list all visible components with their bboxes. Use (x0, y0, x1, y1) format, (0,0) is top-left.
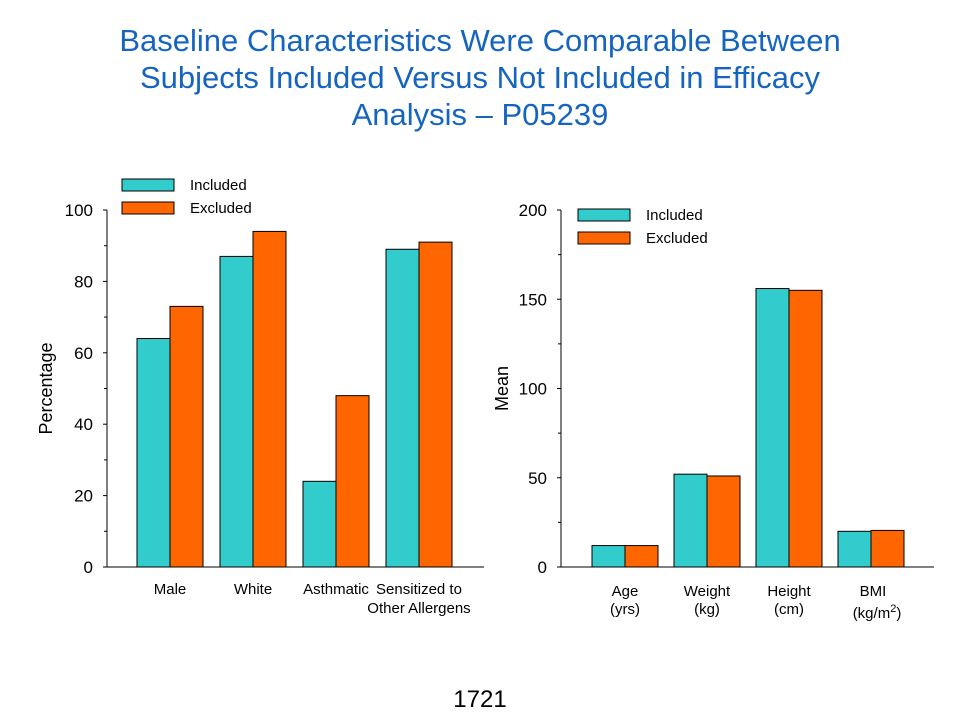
x-category-label: (cm) (774, 601, 804, 618)
y-tick-label: 80 (74, 272, 93, 291)
x-category-label: Asthmatic (303, 581, 369, 598)
y-tick-label: 100 (65, 201, 93, 220)
bar-included (302, 480, 337, 568)
slide-number: 1721 (453, 686, 507, 713)
bar-excluded (624, 545, 659, 568)
bar-included (136, 338, 171, 568)
x-category-label: (kg) (694, 601, 720, 618)
bar-included (673, 473, 708, 568)
mean-chart: 0 50 100 150 200 Mean Age(yrs) Weight(kg) Height… (492, 201, 934, 622)
y-tick-label: 150 (519, 290, 547, 309)
legend-swatch-excluded (121, 201, 175, 215)
bar-excluded (335, 395, 370, 568)
y-tick-label: 60 (74, 344, 93, 363)
percentage-chart: 0 20 40 60 80 100 Percentage Male White Asthmatic… (36, 177, 484, 617)
bar-excluded (252, 230, 287, 568)
x-category-label: Sensitized to (376, 581, 462, 598)
legend-label-included: Included (646, 207, 703, 224)
y-tick-label: 0 (84, 558, 93, 577)
bar-excluded (788, 289, 823, 568)
legend-swatch-included (121, 178, 175, 192)
bar-included (755, 288, 790, 568)
title-line-3: Analysis – P05239 (351, 97, 609, 132)
bar-excluded (870, 529, 905, 568)
x-category-label: Age (612, 583, 639, 600)
x-category-label: Height (767, 583, 811, 600)
title-line-1: Baseline Characteristics Were Comparable… (119, 23, 841, 58)
x-category-label: Male (154, 581, 187, 598)
y-tick-label: 40 (74, 415, 93, 434)
y-tick-label: 0 (538, 558, 547, 577)
title-line-2: Subjects Included Versus Not Included in… (139, 60, 821, 95)
y-tick-label: 50 (528, 469, 547, 488)
legend-label-excluded: Excluded (646, 230, 708, 247)
bar-excluded (706, 475, 741, 568)
bar-included (385, 248, 420, 568)
bar-excluded (169, 305, 204, 568)
legend-label-excluded: Excluded (190, 200, 252, 217)
page-title: Baseline Characteristics Were Comparable… (20, 22, 940, 133)
x-category-label: BMI (860, 583, 887, 600)
x-category-label: Weight (684, 583, 731, 600)
legend-label-included: Included (190, 177, 247, 194)
y-tick-label: 200 (519, 201, 547, 220)
bar-included (219, 255, 254, 568)
x-category-label: Other Allergens (367, 600, 470, 617)
x-category-label: White (234, 581, 272, 598)
y-tick-label: 100 (519, 380, 547, 399)
y-tick-label: 20 (74, 487, 93, 506)
y-axis-label: Mean (492, 366, 512, 411)
y-axis-label: Percentage (36, 342, 56, 434)
bar-excluded (418, 241, 453, 568)
legend-swatch-excluded (577, 231, 631, 245)
legend-swatch-included (577, 208, 631, 222)
bar-included (591, 545, 626, 568)
x-category-label: (yrs) (610, 601, 640, 618)
bar-included (837, 530, 872, 568)
x-category-label: (kg/m2) (853, 603, 902, 622)
